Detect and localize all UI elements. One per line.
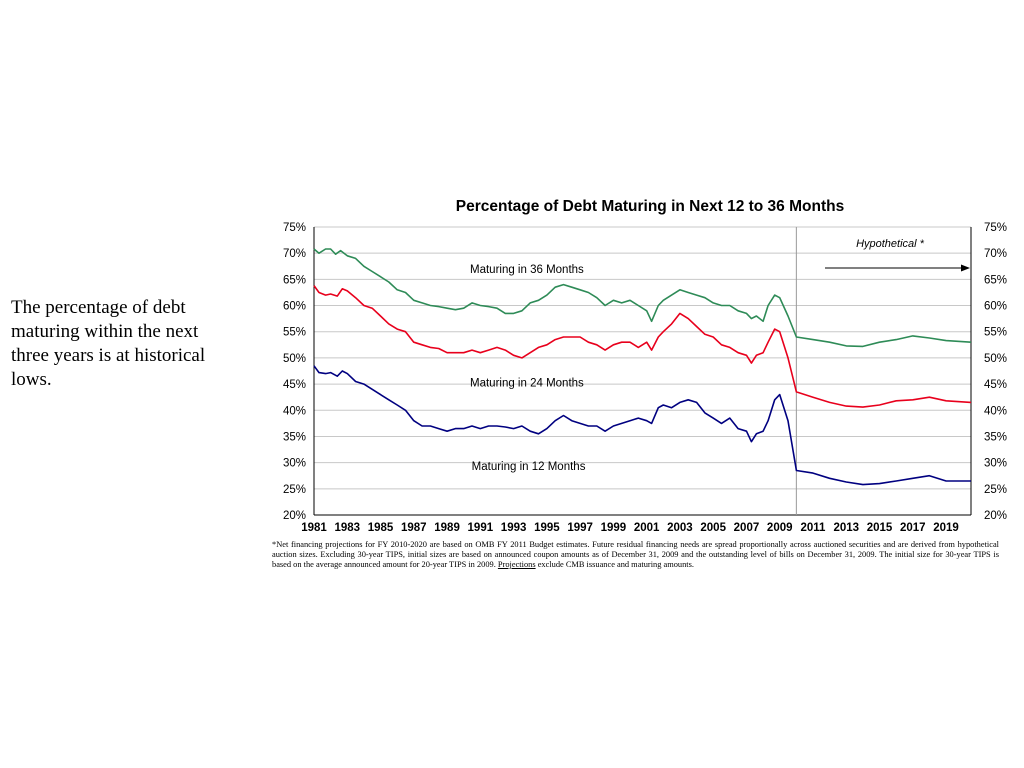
y-tick-label-right: 75% bbox=[984, 222, 1007, 234]
series-label: Maturing in 12 Months bbox=[472, 461, 586, 473]
footnote-projections: Projections bbox=[497, 560, 536, 569]
x-tick-label: 1997 bbox=[567, 522, 593, 534]
x-tick-label: 1987 bbox=[401, 522, 427, 534]
x-tick-label: 2013 bbox=[833, 522, 859, 534]
axes: 20% 20% 25% 25% 30% 30% 35% 35% 40% 40% 45% 45% 50% 5… bbox=[283, 222, 1007, 534]
y-tick-label-left: 45% bbox=[283, 379, 306, 391]
y-tick-label-right: 35% bbox=[984, 431, 1007, 443]
y-tick-label-left: 60% bbox=[283, 301, 306, 313]
hypothetical-arrow bbox=[825, 264, 970, 272]
series-lines bbox=[313, 248, 972, 486]
x-tick-label: 1999 bbox=[601, 522, 627, 534]
y-tick-label-left: 25% bbox=[283, 484, 306, 496]
y-tick-label-left: 20% bbox=[283, 510, 306, 522]
chart-title: Percentage of Debt Maturing in Next 12 t… bbox=[456, 198, 844, 215]
y-tick-label-right: 25% bbox=[984, 484, 1007, 496]
x-tick-label: 2001 bbox=[634, 522, 660, 534]
series-label: Maturing in 36 Months bbox=[470, 264, 584, 276]
y-tick-label-left: 75% bbox=[283, 222, 306, 234]
hypothetical-annotation: Hypothetical * bbox=[856, 238, 925, 250]
series-line bbox=[313, 285, 972, 408]
y-tick-label-right: 55% bbox=[984, 327, 1007, 339]
y-tick-label-left: 70% bbox=[283, 248, 306, 260]
x-tick-label: 1991 bbox=[468, 522, 494, 534]
footnote: *Net financing projections for FY 2010-2… bbox=[272, 540, 999, 570]
x-tick-label: 2017 bbox=[900, 522, 926, 534]
side-text: The percentage of debt maturing within t… bbox=[11, 297, 206, 390]
series-line bbox=[313, 365, 971, 486]
y-tick-label-right: 60% bbox=[984, 301, 1007, 313]
y-tick-label-left: 50% bbox=[283, 353, 306, 365]
x-tick-label: 2015 bbox=[867, 522, 893, 534]
x-tick-label: 1983 bbox=[334, 522, 360, 534]
x-tick-label: 1985 bbox=[368, 522, 394, 534]
y-tick-label-left: 35% bbox=[283, 431, 306, 443]
footnote-text: *Net financing projections for FY 2010-2… bbox=[272, 540, 999, 569]
series-line bbox=[313, 248, 972, 348]
y-tick-label-left: 30% bbox=[283, 458, 306, 470]
x-tick-label: 2011 bbox=[801, 522, 827, 534]
y-tick-label-right: 50% bbox=[984, 353, 1007, 365]
y-tick-label-right: 30% bbox=[984, 458, 1007, 470]
y-tick-label-left: 55% bbox=[283, 327, 306, 339]
y-tick-label-left: 65% bbox=[283, 274, 306, 286]
x-tick-label: 2019 bbox=[933, 522, 959, 534]
y-tick-label-right: 70% bbox=[984, 248, 1007, 260]
debt-maturity-chart: Percentage of Debt Maturing in Next 12 t… bbox=[283, 198, 1007, 534]
series-labels: Maturing in 36 Months Maturing in 24 Mont… bbox=[470, 264, 586, 473]
x-tick-label: 2003 bbox=[667, 522, 693, 534]
x-tick-label: 2007 bbox=[734, 522, 760, 534]
y-tick-label-right: 65% bbox=[984, 274, 1007, 286]
x-tick-label: 2005 bbox=[700, 522, 726, 534]
x-tick-label: 1981 bbox=[301, 522, 327, 534]
x-tick-label: 1989 bbox=[434, 522, 460, 534]
y-tick-label-left: 40% bbox=[283, 405, 306, 417]
x-tick-label: 1993 bbox=[501, 522, 527, 534]
grid-lines bbox=[314, 226, 971, 490]
y-tick-label-right: 20% bbox=[984, 510, 1007, 522]
footnote-text-end: exclude CMB issuance and maturing amount… bbox=[535, 560, 694, 569]
x-tick-label: 1995 bbox=[534, 522, 560, 534]
y-tick-label-right: 40% bbox=[984, 405, 1007, 417]
series-label: Maturing in 24 Months bbox=[470, 378, 584, 390]
y-tick-label-right: 45% bbox=[984, 379, 1007, 391]
x-tick-label: 2009 bbox=[767, 522, 793, 534]
